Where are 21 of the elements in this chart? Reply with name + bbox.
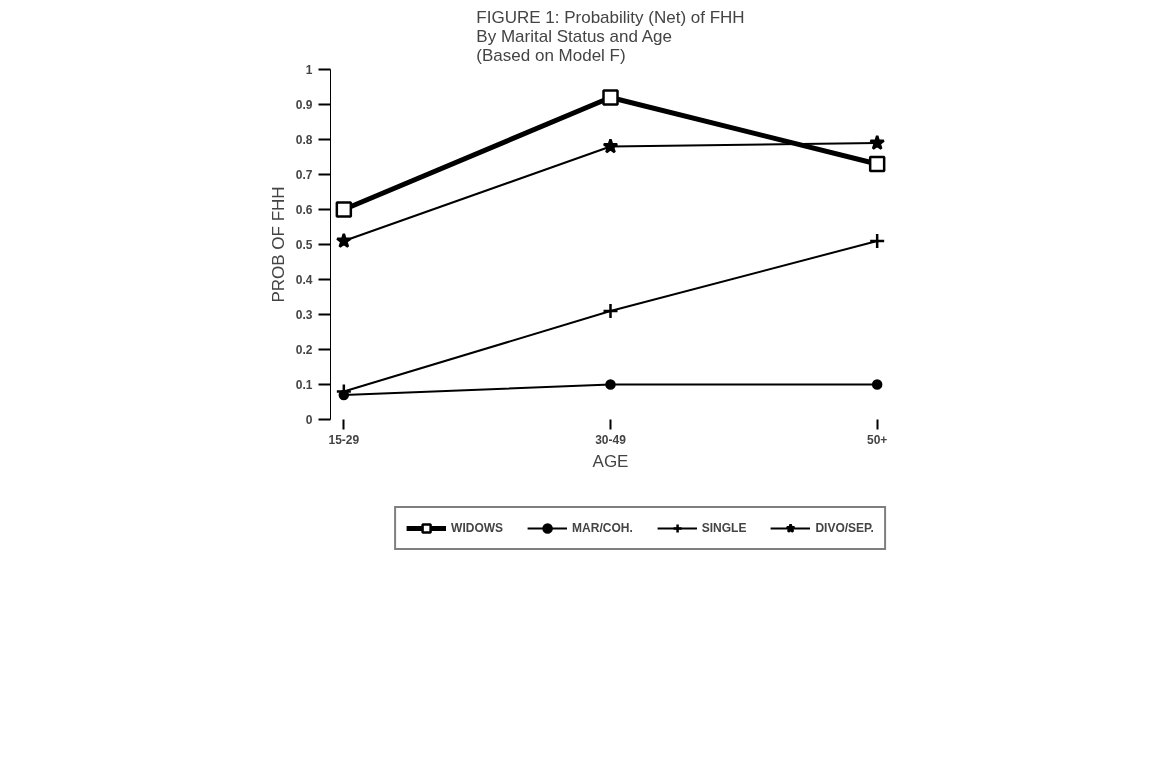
legend-label: MAR/COH. bbox=[572, 521, 633, 535]
y-axis-title: PROB OF FHH bbox=[268, 186, 288, 303]
y-tick-label: 0 bbox=[305, 413, 313, 427]
y-tick-label: 0.1 bbox=[295, 378, 313, 392]
x-tick-label: 50+ bbox=[866, 432, 888, 447]
y-tick-label: 0.9 bbox=[295, 98, 313, 112]
chart-title: FIGURE 1: Probability (Net) of FHH By Marital Status and Age (Based on Model F) bbox=[476, 7, 745, 65]
x-tick-label: 15-29 bbox=[328, 432, 360, 447]
x-tick-label: 30-49 bbox=[595, 432, 627, 447]
legend-label: SINGLE bbox=[701, 521, 747, 535]
y-tick-label: 0.2 bbox=[295, 343, 313, 357]
legend-label: WIDOWS bbox=[451, 521, 504, 535]
x-axis-title: AGE bbox=[592, 451, 629, 471]
y-tick-label: 0.5 bbox=[295, 238, 313, 252]
y-tick-label: 0.6 bbox=[295, 203, 313, 217]
legend-label: DIVO/SEP. bbox=[815, 521, 874, 535]
y-tick-label: 0.3 bbox=[295, 308, 313, 322]
y-tick-label: 0.4 bbox=[295, 273, 313, 287]
y-tick-label: 1 bbox=[305, 63, 313, 77]
y-tick-label: 0.7 bbox=[295, 168, 313, 182]
y-tick-label: 0.8 bbox=[295, 133, 313, 147]
